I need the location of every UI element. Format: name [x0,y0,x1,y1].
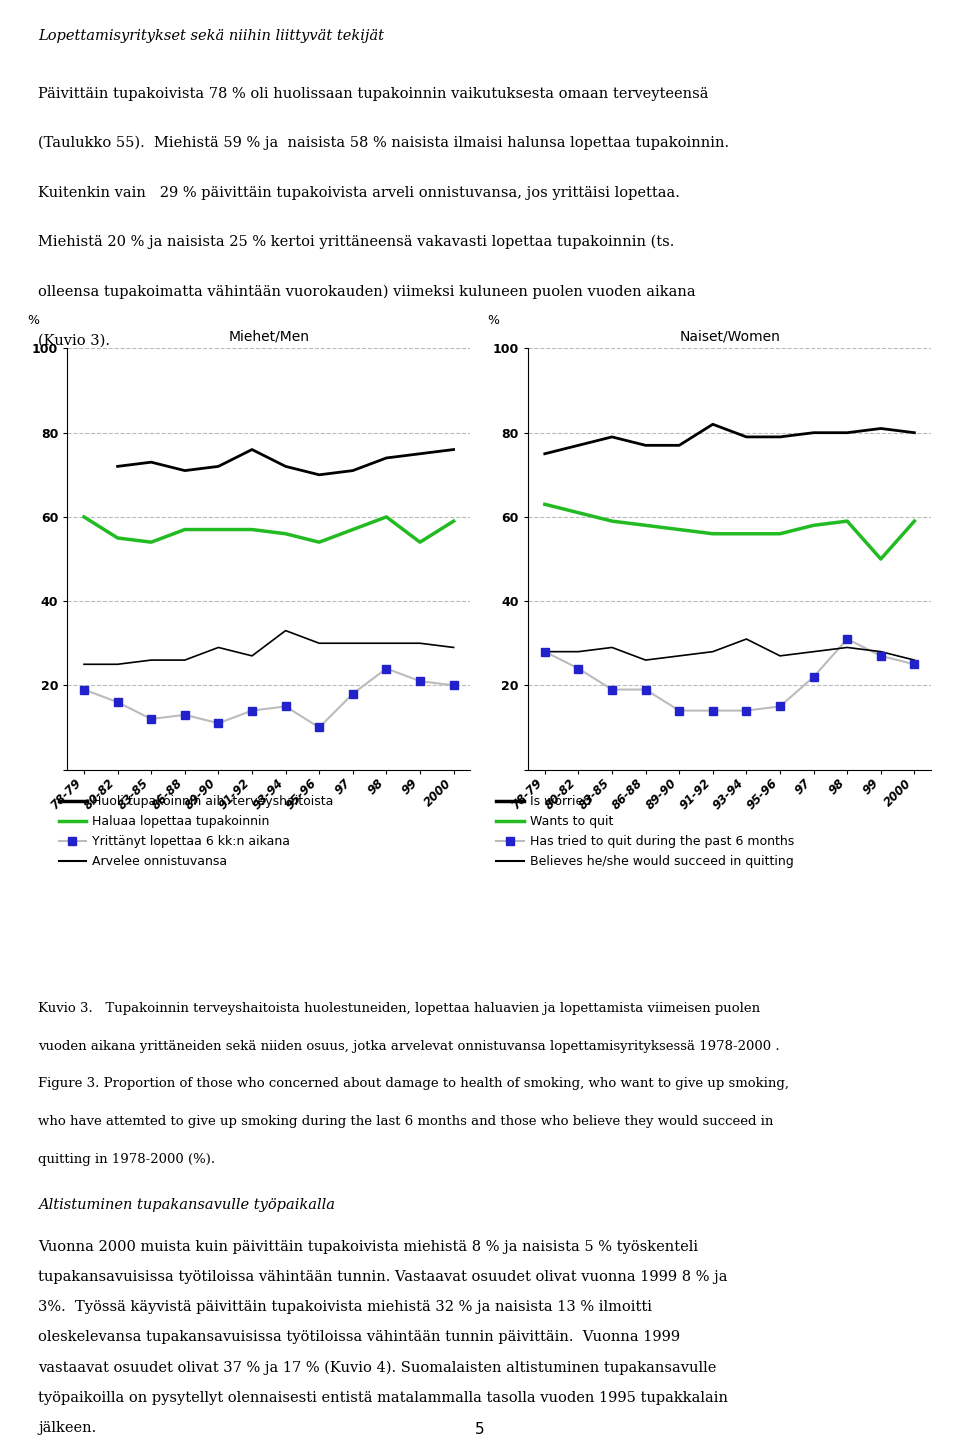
Text: jälkeen.: jälkeen. [38,1422,97,1435]
Text: %: % [488,315,499,327]
Text: who have attemted to give up smoking during the last 6 months and those who beli: who have attemted to give up smoking dur… [38,1115,774,1128]
Text: Päivittäin tupakoivista 78 % oli huolissaan tupakoinnin vaikutuksesta omaan terv: Päivittäin tupakoivista 78 % oli huoliss… [38,87,708,100]
Text: vuoden aikana yrittäneiden sekä niiden osuus, jotka arvelevat onnistuvansa lopet: vuoden aikana yrittäneiden sekä niiden o… [38,1040,780,1053]
Text: Kuvio 3.   Tupakoinnin terveyshaitoista huolestuneiden, lopettaa haluavien ja lo: Kuvio 3. Tupakoinnin terveyshaitoista hu… [38,1002,760,1015]
Text: quitting in 1978-2000 (%).: quitting in 1978-2000 (%). [38,1153,216,1166]
Text: Miehistä 20 % ja naisista 25 % kertoi yrittäneensä vakavasti lopettaa tupakoinni: Miehistä 20 % ja naisista 25 % kertoi yr… [38,235,675,250]
Text: Lopettamisyritykset sekä niihin liittyvät tekijät: Lopettamisyritykset sekä niihin liittyvä… [38,29,384,44]
Text: %: % [27,315,38,327]
Text: Figure 3. Proportion of those who concerned about damage to health of smoking, w: Figure 3. Proportion of those who concer… [38,1077,789,1090]
Legend: Is worried, Wants to quit, Has tried to quit during the past 6 months, Believes : Is worried, Wants to quit, Has tried to … [492,790,799,873]
Title: Miehet/Men: Miehet/Men [228,330,309,343]
Text: olleensa tupakoimatta vähintään vuorokauden) viimeksi kuluneen puolen vuoden aik: olleensa tupakoimatta vähintään vuorokau… [38,285,696,299]
Text: vastaavat osuudet olivat 37 % ja 17 % (Kuvio 4). Suomalaisten altistuminen tupak: vastaavat osuudet olivat 37 % ja 17 % (K… [38,1361,717,1375]
Text: Altistuminen tupakansavulle työpaikalla: Altistuminen tupakansavulle työpaikalla [38,1198,335,1212]
Text: (Taulukko 55).  Miehistä 59 % ja  naisista 58 % naisista ilmaisi halunsa lopetta: (Taulukko 55). Miehistä 59 % ja naisista… [38,136,730,151]
Text: työpaikoilla on pysytellyt olennaisesti entistä matalammalla tasolla vuoden 1995: työpaikoilla on pysytellyt olennaisesti … [38,1391,729,1404]
Title: Naiset/Women: Naiset/Women [679,330,780,343]
Text: oleskelevansa tupakansavuisissa työtiloissa vähintään tunnin päivittäin.  Vuonna: oleskelevansa tupakansavuisissa työtiloi… [38,1330,681,1345]
Text: 5: 5 [475,1423,485,1437]
Text: Vuonna 2000 muista kuin päivittäin tupakoivista miehistä 8 % ja naisista 5 % työ: Vuonna 2000 muista kuin päivittäin tupak… [38,1240,699,1253]
Text: tupakansavuisissa työtiloissa vähintään tunnin. Vastaavat osuudet olivat vuonna : tupakansavuisissa työtiloissa vähintään … [38,1270,728,1284]
Text: Kuitenkin vain   29 % päivittäin tupakoivista arveli onnistuvansa, jos yrittäisi: Kuitenkin vain 29 % päivittäin tupakoivi… [38,186,681,199]
Text: (Kuvio 3).: (Kuvio 3). [38,334,110,348]
Text: 3%.  Työssä käyvistä päivittäin tupakoivista miehistä 32 % ja naisista 13 % ilmo: 3%. Työssä käyvistä päivittäin tupakoivi… [38,1300,653,1314]
